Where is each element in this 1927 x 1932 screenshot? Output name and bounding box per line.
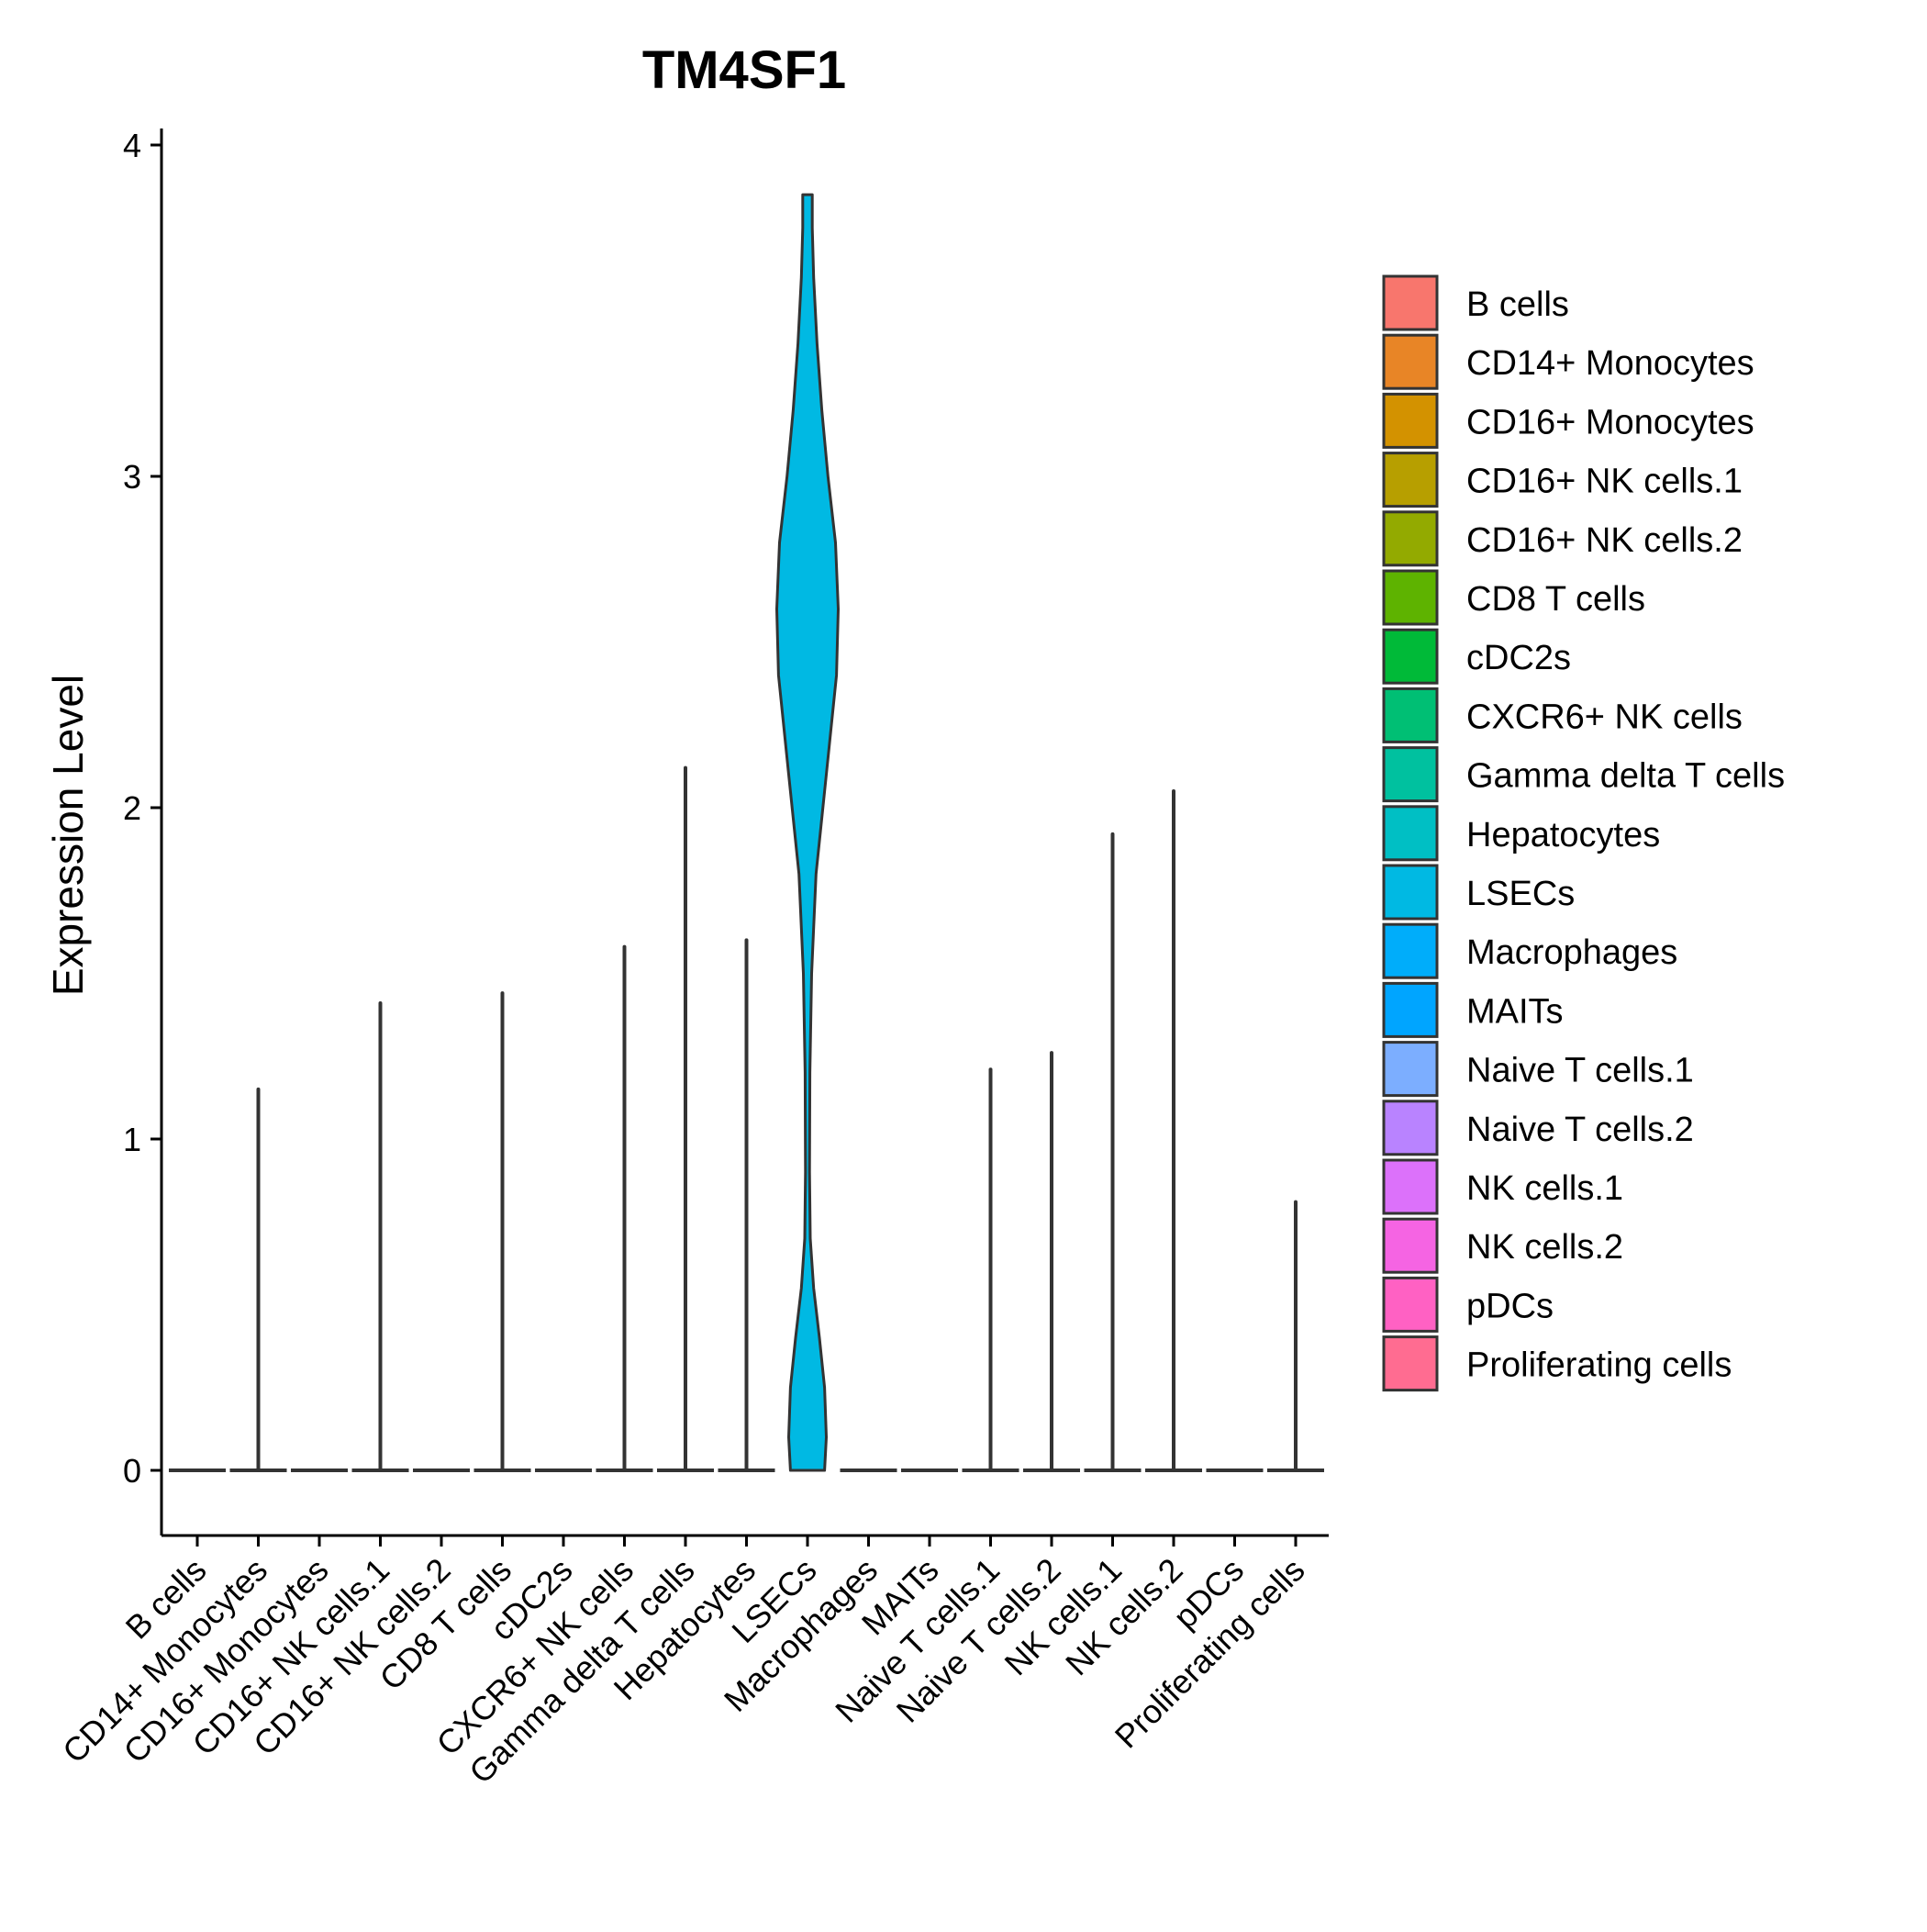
y-axis-label: Expression Level (44, 675, 92, 996)
legend-label: CD14+ Monocytes (1466, 344, 1754, 383)
y-tick-label: 2 (123, 789, 141, 827)
legend-item: Naive T cells.2 (1382, 1100, 1694, 1156)
legend-item: CXCR6+ NK cells (1382, 687, 1743, 743)
legend-swatch (1382, 510, 1439, 567)
legend-swatch (1382, 1041, 1439, 1098)
legend-label: CD8 T cells (1466, 580, 1645, 619)
legend-swatch (1382, 1276, 1439, 1333)
legend-item: CD16+ Monocytes (1382, 392, 1754, 449)
legend-swatch (1382, 1158, 1439, 1215)
violin-naive-t-cells-1 (962, 1067, 1019, 1472)
axes: 0 1 2 3 4 (123, 127, 1329, 1537)
legend-item: cDC2s (1382, 628, 1571, 685)
chart-title: TM4SF1 (642, 40, 846, 100)
y-tick-label: 3 (123, 458, 141, 496)
violin-gamma-delta-t-cells (657, 765, 714, 1472)
legend-swatch (1382, 333, 1439, 390)
legend-item: CD8 T cells (1382, 569, 1645, 626)
violin-nk-cells-1 (1084, 832, 1142, 1472)
y-tick-label: 1 (123, 1121, 141, 1158)
legend-swatch (1382, 569, 1439, 626)
legend-item: MAITs (1382, 981, 1564, 1038)
legend-item: Naive T cells.1 (1382, 1041, 1694, 1098)
legend-label: pDCs (1466, 1287, 1554, 1325)
violin-hepatocytes (718, 938, 775, 1472)
legend-item: NK cells.2 (1382, 1217, 1623, 1274)
violin-lsecs (775, 193, 840, 1472)
violin-cd8-t-cells (473, 991, 531, 1472)
legend-swatch (1382, 981, 1439, 1038)
legend-swatch (1382, 1335, 1439, 1392)
legend-label: CD16+ NK cells.1 (1466, 463, 1743, 501)
legend-label: Proliferating cells (1466, 1346, 1732, 1385)
legend-swatch (1382, 452, 1439, 508)
violin-cd16-nk-cells-1 (351, 1000, 409, 1472)
legend-label: NK cells.1 (1466, 1169, 1623, 1208)
legend-swatch (1382, 687, 1439, 743)
legend-item: Gamma delta T cells (1382, 746, 1785, 803)
legend-label: Naive T cells.1 (1466, 1052, 1694, 1090)
legend-swatch (1382, 274, 1439, 331)
violin-nk-cells-2 (1145, 788, 1202, 1472)
legend-label: LSECs (1466, 875, 1575, 913)
legend-item: CD14+ Monocytes (1382, 333, 1754, 390)
violins (169, 193, 1324, 1472)
legend-swatch (1382, 392, 1439, 449)
legend-item: CD16+ NK cells.1 (1382, 452, 1743, 508)
legend-label: MAITs (1466, 992, 1564, 1031)
legend-label: Macrophages (1466, 933, 1677, 972)
legend-item: Macrophages (1382, 922, 1677, 979)
legend-label: CXCR6+ NK cells (1466, 698, 1743, 736)
legend-swatch (1382, 746, 1439, 803)
legend-swatch (1382, 922, 1439, 979)
legend-item: CD16+ NK cells.2 (1382, 510, 1743, 567)
legend-swatch (1382, 805, 1439, 862)
legend-label: B cells (1466, 285, 1569, 324)
legend-item: NK cells.1 (1382, 1158, 1623, 1215)
legend: B cells CD14+ Monocytes CD16+ Monocytes CD1… (1382, 274, 1785, 1392)
legend-label: cDC2s (1466, 639, 1571, 677)
legend-swatch (1382, 1217, 1439, 1274)
legend-label: Naive T cells.2 (1466, 1111, 1694, 1149)
legend-label: NK cells.2 (1466, 1228, 1623, 1267)
legend-item: pDCs (1382, 1276, 1554, 1333)
y-tick-label: 0 (123, 1452, 141, 1490)
violin-naive-t-cells-2 (1023, 1051, 1080, 1472)
legend-item: LSECs (1382, 864, 1575, 921)
y-tick-label: 4 (123, 127, 141, 164)
legend-label: Gamma delta T cells (1466, 757, 1785, 796)
legend-swatch (1382, 864, 1439, 921)
legend-item: B cells (1382, 274, 1569, 331)
violin-shape (775, 193, 840, 1472)
legend-swatch (1382, 628, 1439, 685)
violin-cd14-monocytes (229, 1087, 287, 1472)
legend-item: Hepatocytes (1382, 805, 1660, 862)
legend-swatch (1382, 1100, 1439, 1156)
violin-cxcr6-nk-cells (596, 944, 653, 1472)
violin-proliferating-cells (1267, 1200, 1324, 1472)
legend-label: CD16+ Monocytes (1466, 403, 1754, 441)
legend-label: Hepatocytes (1466, 816, 1660, 854)
legend-item: Proliferating cells (1382, 1335, 1732, 1392)
legend-label: CD16+ NK cells.2 (1466, 521, 1743, 560)
